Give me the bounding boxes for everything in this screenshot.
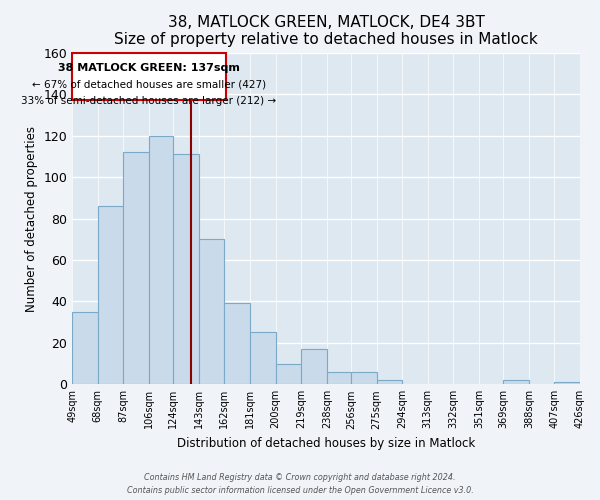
Bar xyxy=(275,364,301,384)
Bar xyxy=(503,380,529,384)
Text: 33% of semi-detached houses are larger (212) →: 33% of semi-detached houses are larger (… xyxy=(22,96,277,106)
Text: Contains HM Land Registry data © Crown copyright and database right 2024.
Contai: Contains HM Land Registry data © Crown c… xyxy=(127,474,473,495)
Bar xyxy=(98,206,124,384)
Bar xyxy=(72,312,98,384)
Bar xyxy=(199,239,224,384)
Title: 38, MATLOCK GREEN, MATLOCK, DE4 3BT
Size of property relative to detached houses: 38, MATLOCK GREEN, MATLOCK, DE4 3BT Size… xyxy=(114,15,538,48)
Text: 38 MATLOCK GREEN: 137sqm: 38 MATLOCK GREEN: 137sqm xyxy=(58,63,240,73)
X-axis label: Distribution of detached houses by size in Matlock: Distribution of detached houses by size … xyxy=(177,437,475,450)
Y-axis label: Number of detached properties: Number of detached properties xyxy=(25,126,38,312)
Text: ← 67% of detached houses are smaller (427): ← 67% of detached houses are smaller (42… xyxy=(32,80,266,90)
Bar xyxy=(377,380,402,384)
Bar xyxy=(351,372,377,384)
Bar xyxy=(250,332,275,384)
Bar xyxy=(301,349,327,384)
Bar xyxy=(72,52,226,100)
Bar xyxy=(149,136,173,384)
Bar xyxy=(173,154,199,384)
Bar xyxy=(327,372,351,384)
Bar xyxy=(554,382,580,384)
Bar xyxy=(124,152,149,384)
Bar xyxy=(224,304,250,384)
